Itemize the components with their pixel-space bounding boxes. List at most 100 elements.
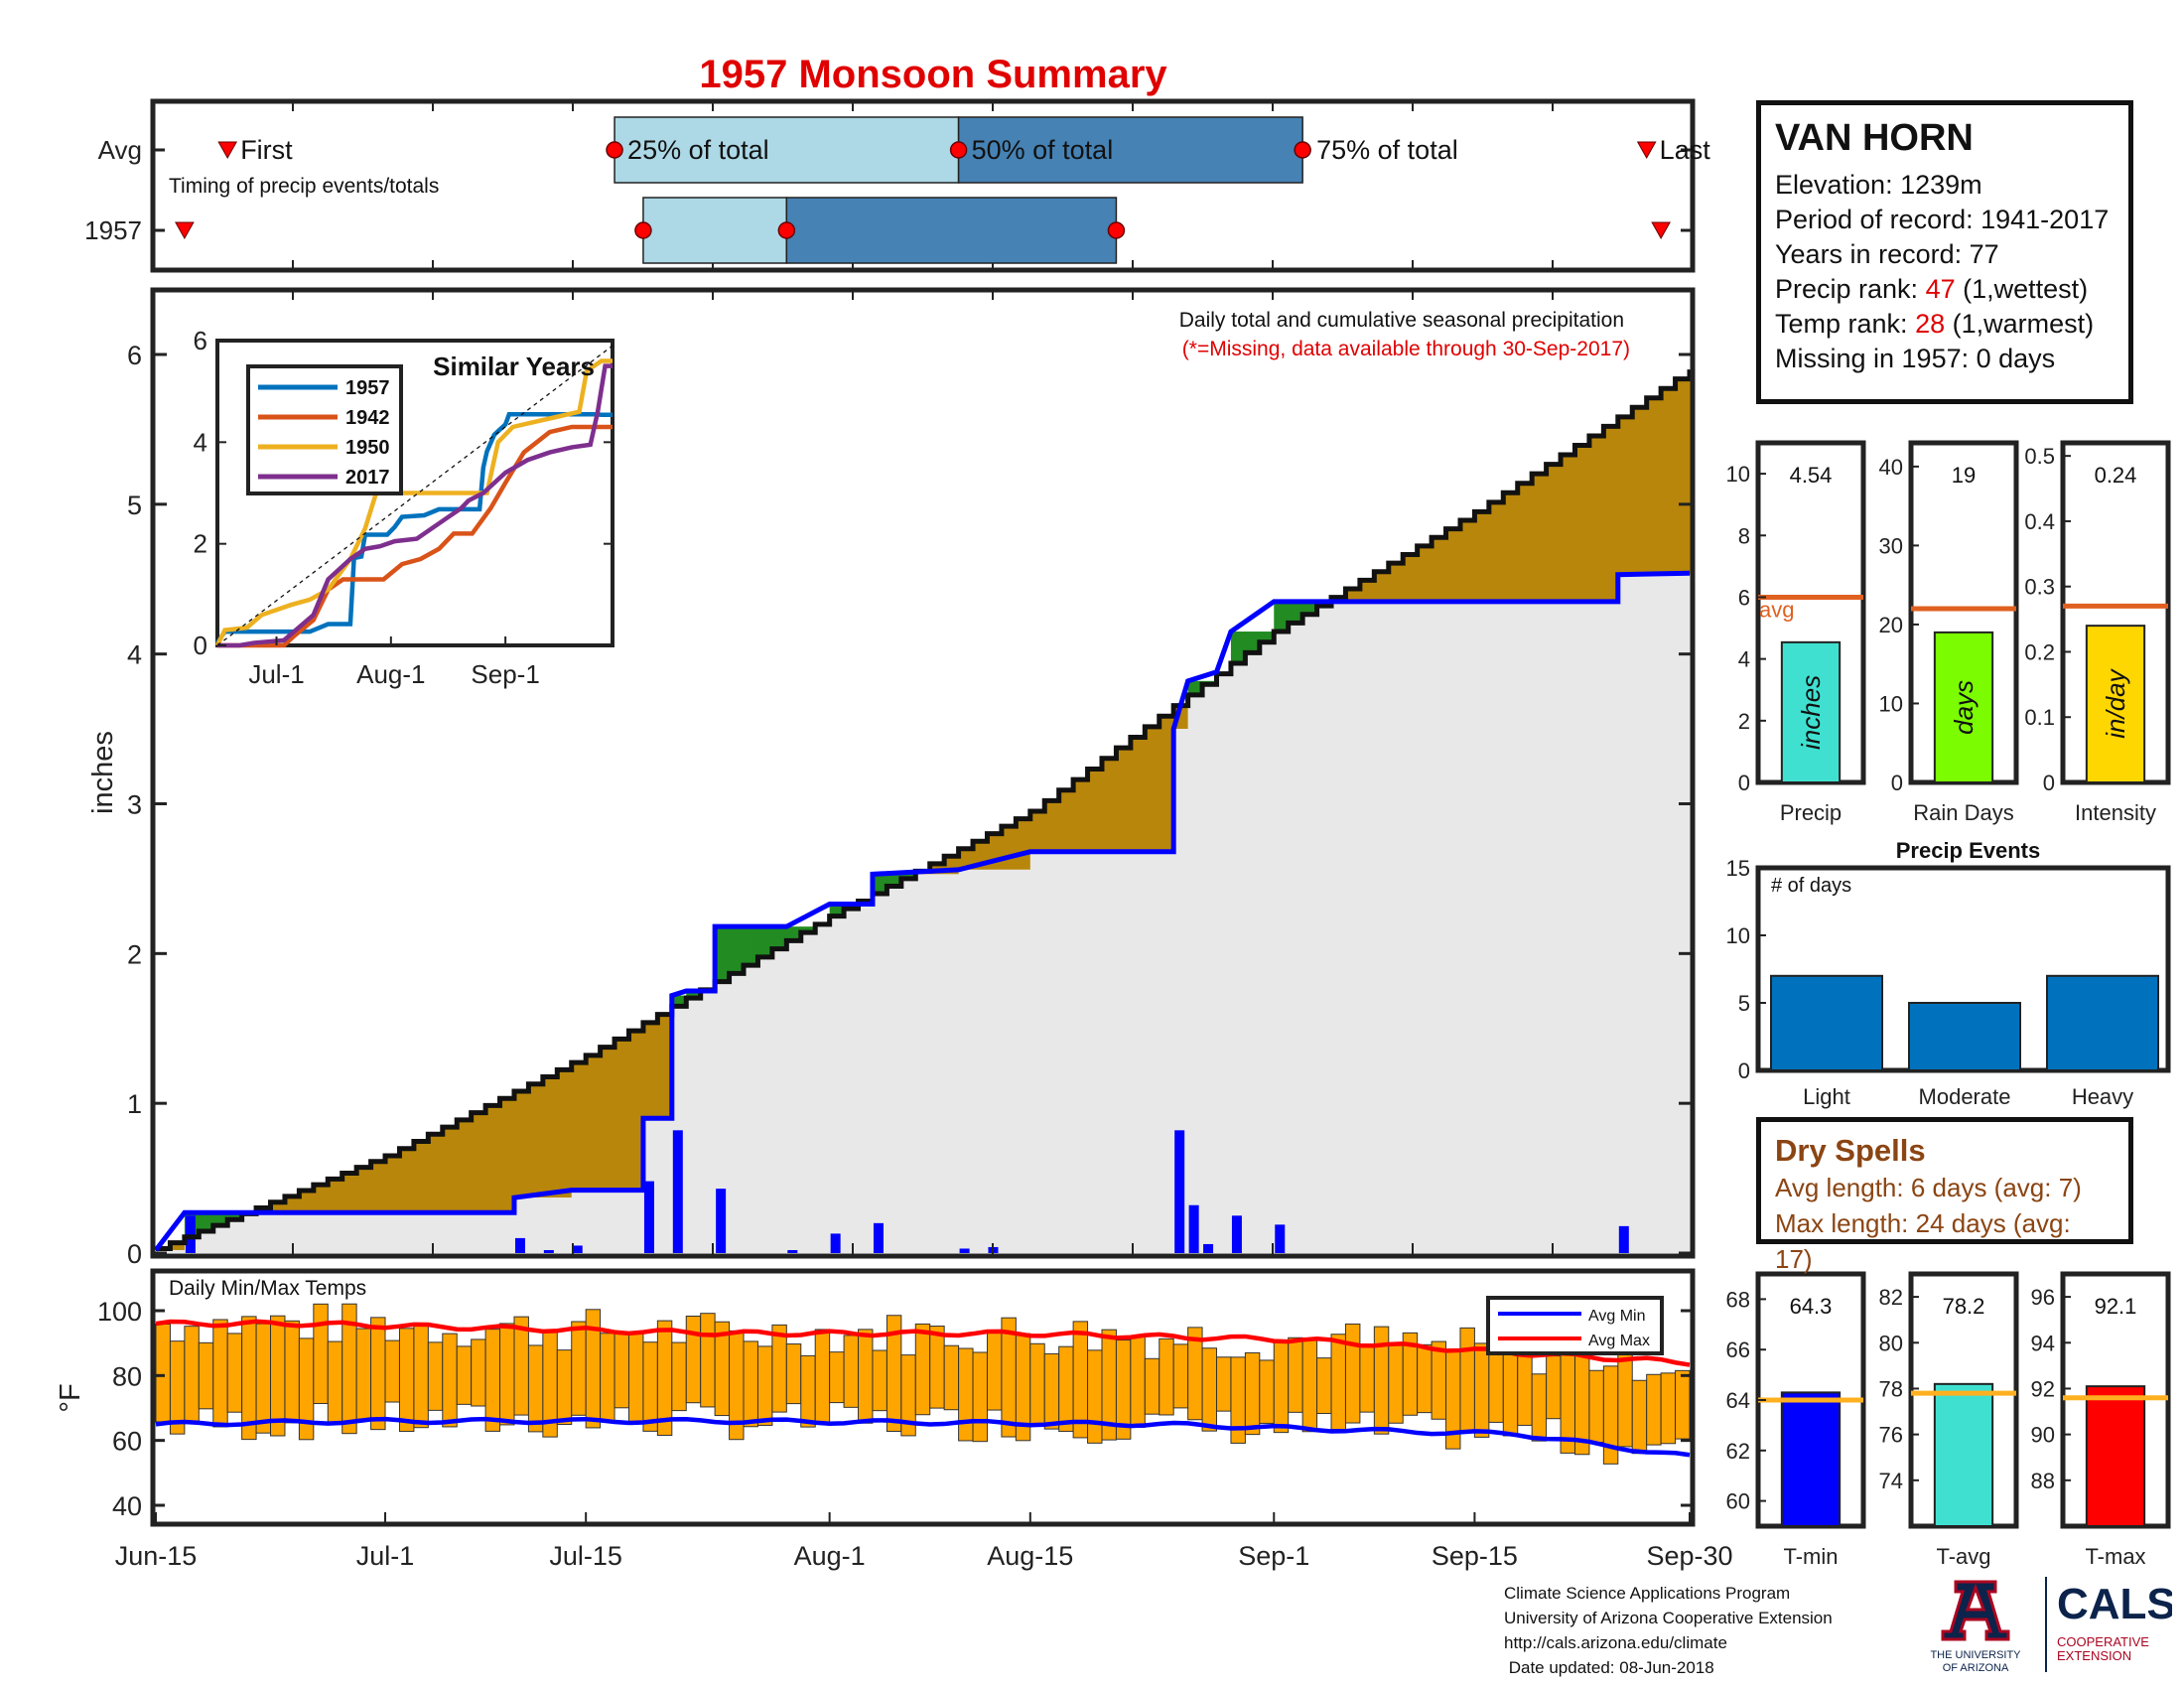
above-avg-deficit-fill	[1574, 445, 1590, 602]
daily-temp-bar	[313, 1303, 329, 1405]
daily-temp-bar	[1330, 1334, 1346, 1431]
timing-row-label: 1957	[84, 215, 142, 245]
temps-ytick-label: 60	[112, 1427, 142, 1457]
cumulative-ytick-label: 6	[127, 341, 142, 370]
elevation: Elevation: 1239m	[1775, 170, 1982, 200]
rain-days-ytick-label: 30	[1879, 533, 1903, 558]
above-avg-deficit-fill	[1459, 519, 1475, 602]
daily-temp-bar	[1259, 1359, 1275, 1424]
missing-days: Missing in 1957: 0 days	[1775, 344, 2056, 373]
daily-temp-bar	[958, 1347, 974, 1442]
date-axis-label: Jul-1	[356, 1541, 415, 1571]
daily-temp-bar	[413, 1324, 429, 1429]
cumulative-below-fill	[428, 1212, 444, 1253]
cumulative-below-fill	[1130, 851, 1146, 1253]
timing-avg-first-marker	[217, 141, 238, 160]
temps-ytick-label: 80	[112, 1361, 142, 1391]
daily-temp-bar	[1646, 1373, 1662, 1446]
inset-legend-label: 1957	[345, 377, 390, 399]
daily-precip-bar	[1618, 1225, 1629, 1253]
above-avg-deficit-fill	[1561, 455, 1575, 602]
above-avg-deficit-fill	[528, 1083, 544, 1198]
timing-avg-box-25-50	[614, 116, 960, 184]
tmax-ytick-label: 94	[2031, 1331, 2055, 1355]
above-avg-deficit-fill	[1058, 789, 1074, 852]
daily-precip-bar	[1174, 1130, 1185, 1253]
precip-total-ytick-label: 2	[1738, 709, 1750, 734]
cumulative-below-fill	[1459, 601, 1475, 1253]
date-axis-label: Aug-1	[794, 1541, 866, 1571]
cumulative-below-fill	[557, 1197, 573, 1253]
precip-rank: Precip rank: 47 (1,wettest)	[1775, 272, 2115, 307]
tavg-xlabel: T-avg	[1936, 1544, 1990, 1569]
above-avg-surplus-fill	[1245, 632, 1261, 653]
daily-temp-bar	[1216, 1356, 1232, 1412]
rain-days-ytick-label: 10	[1879, 691, 1903, 716]
inset-ytick-label: 6	[194, 326, 207, 355]
timing-panel: Avg 1957 Timing of precip events/totals Fir…	[84, 98, 1710, 273]
daily-precip-bar	[185, 1215, 196, 1253]
events-title: Precip Events	[1896, 838, 2041, 863]
cumulative-below-fill	[1316, 606, 1332, 1253]
cumulative-ytick-label: 4	[127, 640, 142, 670]
cumulative-subtitle: (*=Missing, data available through 30-Se…	[1182, 338, 1630, 360]
daily-temp-bar	[1273, 1341, 1290, 1434]
tmax-xlabel: T-max	[2085, 1544, 2145, 1569]
daily-temp-bar	[1172, 1343, 1189, 1409]
credits-line-3: http://cals.arizona.edu/climate	[1504, 1633, 1727, 1652]
university-of-arizona-logo: THE UNIVERSITY OF ARIZONA	[1930, 1580, 2021, 1673]
above-avg-surplus-fill	[744, 926, 758, 966]
date-axis-label: Jun-15	[115, 1541, 198, 1571]
above-avg-deficit-fill	[1016, 818, 1031, 870]
above-avg-deficit-fill	[1503, 492, 1519, 602]
above-avg-surplus-fill	[1302, 601, 1318, 615]
daily-temp-bar	[872, 1349, 887, 1412]
daily-temp-bar	[1058, 1345, 1074, 1433]
intensity-ytick-label: 0	[2043, 771, 2055, 795]
ua-text-2: OF ARIZONA	[1943, 1662, 2009, 1673]
daily-temp-bar	[614, 1333, 629, 1409]
above-avg-deficit-fill	[370, 1161, 386, 1213]
tmin-ytick-label: 60	[1726, 1489, 1750, 1514]
daily-temp-bar	[1417, 1343, 1433, 1414]
precip-total-ytick-label: 6	[1738, 585, 1750, 610]
cumulative-below-fill	[829, 915, 845, 1253]
temps-ytick-label: 100	[97, 1297, 142, 1327]
above-avg-deficit-fill	[1532, 474, 1548, 602]
timing-1957-box-50-75	[785, 197, 1118, 264]
daily-temp-bar	[642, 1341, 658, 1432]
cumulative-below-fill	[284, 1212, 300, 1253]
cals-text-1: COOPERATIVE	[2057, 1634, 2149, 1649]
cumulative-below-fill	[328, 1212, 343, 1253]
cumulative-below-fill	[1432, 601, 1447, 1253]
tmax-value-label: 92.1	[2095, 1294, 2137, 1319]
events-ylabel: # of days	[1771, 875, 1851, 897]
temp-rank: Temp rank: 28 (1,warmest)	[1775, 307, 2115, 342]
cumulative-below-fill	[542, 1197, 558, 1253]
above-avg-surplus-fill	[671, 995, 687, 1007]
above-avg-deficit-fill	[614, 1039, 629, 1191]
above-avg-deficit-fill	[170, 1242, 186, 1250]
daily-temp-bar	[1144, 1357, 1160, 1415]
daily-temp-bar	[527, 1344, 544, 1433]
intensity-ytick-label: 0.4	[2024, 509, 2055, 534]
events-ytick-label: 15	[1726, 856, 1750, 881]
cumulative-below-fill	[1245, 652, 1261, 1253]
daily-temp-bar	[1288, 1336, 1303, 1413]
above-avg-deficit-fill	[442, 1127, 458, 1213]
daily-temp-bar	[756, 1345, 773, 1426]
cumulative-frame	[150, 287, 1696, 1259]
timing-row-label: Avg	[98, 135, 142, 165]
events-category-label: Heavy	[2072, 1084, 2133, 1109]
above-avg-deficit-fill	[642, 1022, 658, 1119]
precip-total-value-bar	[1780, 640, 1842, 784]
timing-1957-last-marker	[1651, 221, 1671, 240]
cumulative-below-fill	[1617, 574, 1633, 1253]
above-avg-deficit-fill	[413, 1141, 429, 1213]
cumulative-below-fill	[700, 991, 716, 1253]
daily-temp-bar	[685, 1315, 702, 1404]
cumulative-below-fill	[156, 1249, 171, 1253]
cumulative-below-fill	[1216, 673, 1232, 1253]
tavg-ytick-label: 78	[1879, 1376, 1903, 1401]
